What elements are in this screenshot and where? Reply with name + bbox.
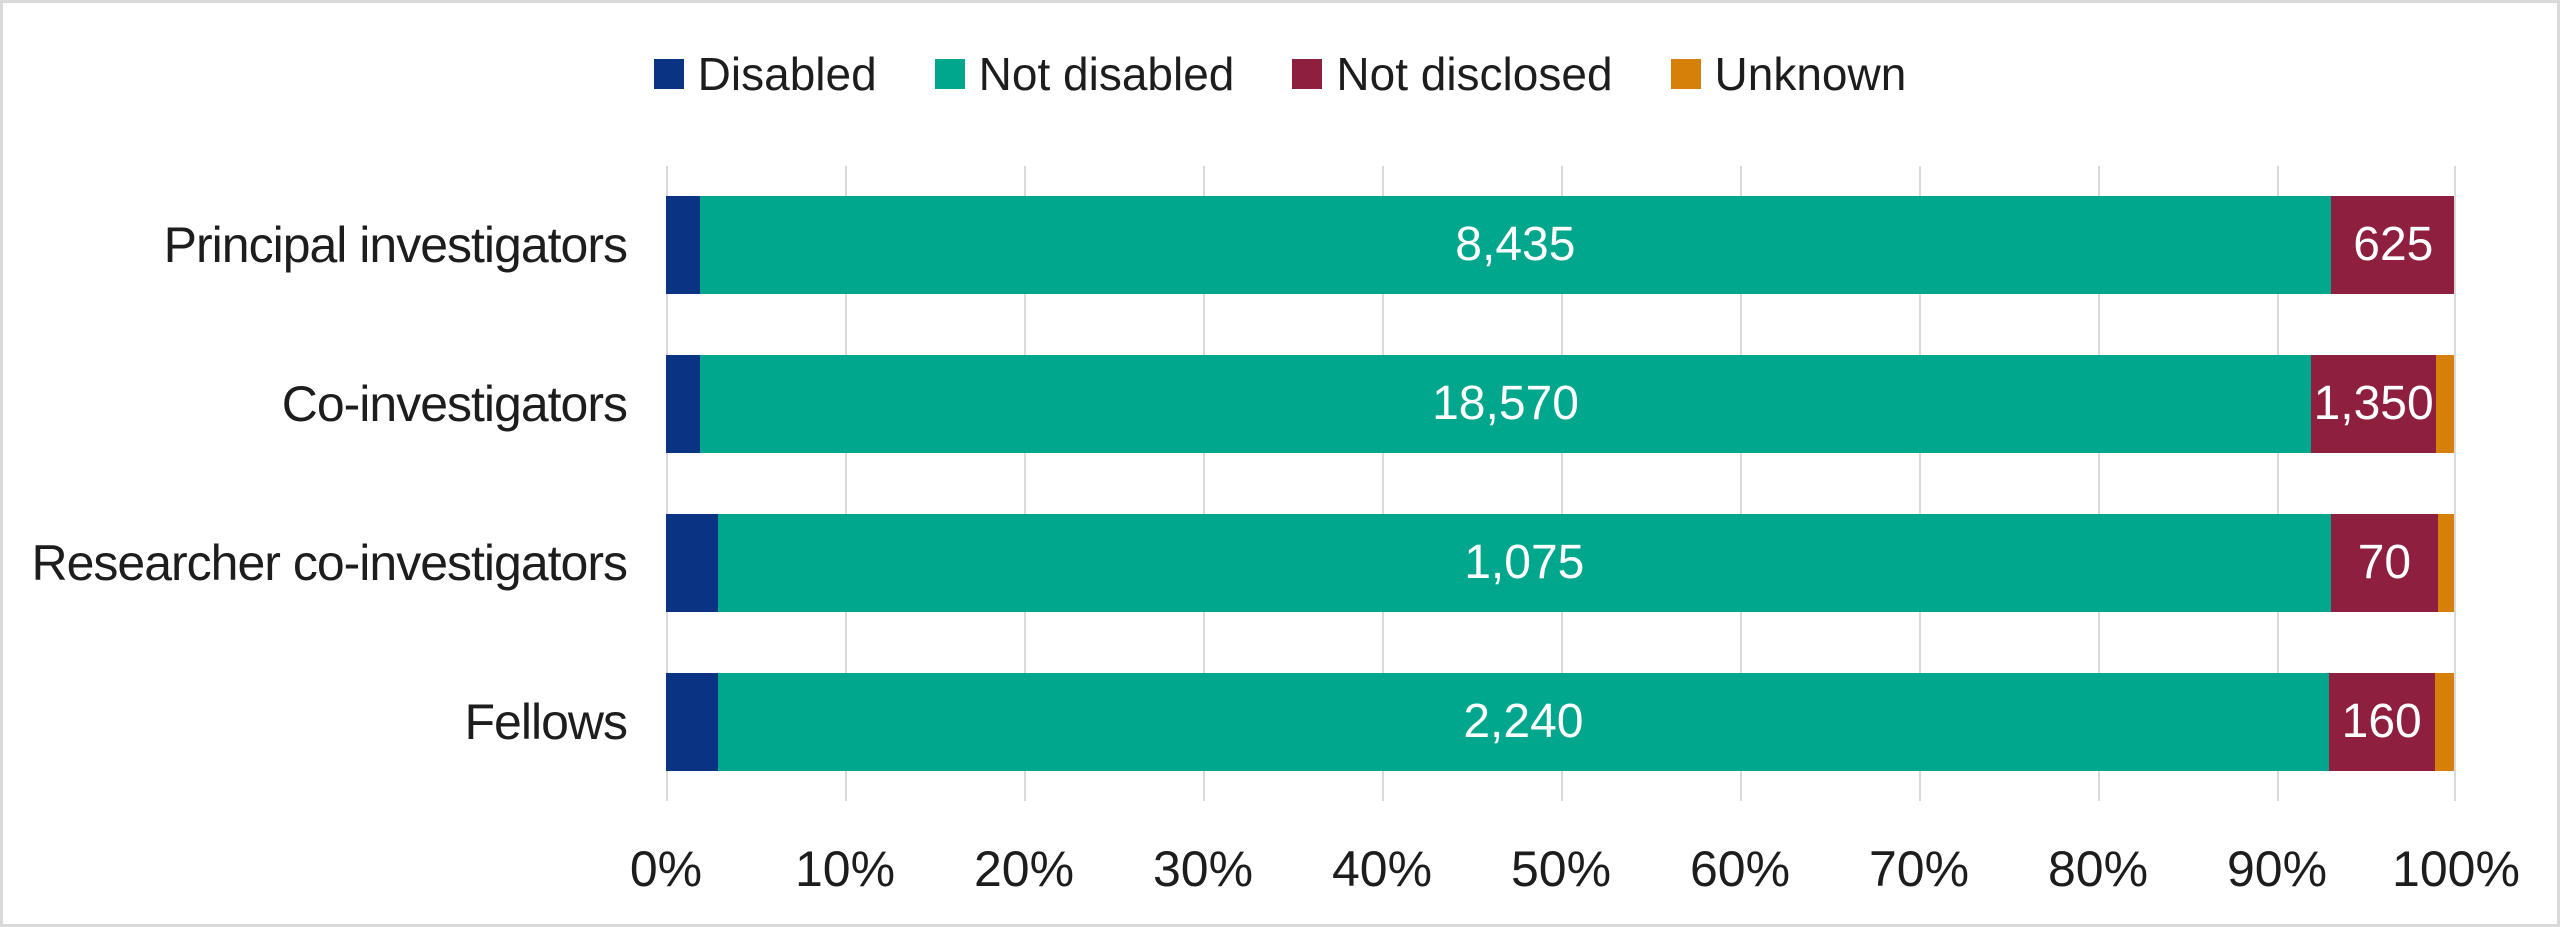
legend-swatch-not-disclosed-icon <box>1292 59 1323 89</box>
x-tick-0: 0% <box>629 841 703 897</box>
data-label-not-disabled: 2,240 <box>1463 694 1584 748</box>
legend-label-not-disabled: Not disabled <box>978 48 1235 100</box>
bar-segment-unknown <box>2438 513 2456 612</box>
x-tick-100: 100% <box>2392 841 2520 897</box>
data-label-not-disclosed: 625 <box>2353 218 2434 272</box>
data-label-not-disabled: 8,435 <box>1455 218 1576 272</box>
x-tick-10: 10% <box>794 841 896 897</box>
x-tick-70: 70% <box>1868 841 1970 897</box>
bar-segment-not-disclosed: 70 <box>2330 513 2439 612</box>
bar-segment-not-disabled: 8,435 <box>700 196 2331 295</box>
category-label-fellows: Fellows <box>464 693 628 750</box>
bar-segment-unknown <box>2436 355 2456 454</box>
x-tick-80: 80% <box>2047 841 2149 897</box>
legend-swatch-not-disabled-icon <box>934 59 965 89</box>
data-label-not-disclosed: 160 <box>2341 694 2422 748</box>
category-label-co-investigators: Co-investigators <box>281 376 628 433</box>
x-tick-50: 50% <box>1510 841 1612 897</box>
chart-legend: Disabled Not disabled Not disclosed Unkn… <box>3 47 2557 101</box>
bar-segment-disabled <box>666 196 700 295</box>
legend-swatch-unknown-icon <box>1670 59 1701 89</box>
x-tick-60: 60% <box>1689 841 1791 897</box>
x-tick-20: 20% <box>973 841 1075 897</box>
x-tick-40: 40% <box>1331 841 1433 897</box>
bar-segment-not-disclosed: 1,350 <box>2311 355 2437 454</box>
data-label-not-disclosed: 70 <box>2357 535 2412 589</box>
legend-item-not-disclosed: Not disclosed <box>1292 48 1613 100</box>
x-tick-30: 30% <box>1152 841 1254 897</box>
bar-segment-not-disclosed: 625 <box>2330 196 2456 295</box>
bar-row-fellows: 2,240 160 <box>666 642 2456 801</box>
bar-row-principal-investigators: 8,435 625 <box>666 166 2456 325</box>
category-label-principal-investigators: Principal investigators <box>163 217 628 274</box>
bar-row-researcher-co-investigators: 1,075 70 <box>666 484 2456 643</box>
bar-row-co-investigators: 18,570 1,350 <box>666 325 2456 484</box>
legend-label-not-disclosed: Not disclosed <box>1336 48 1613 100</box>
bar-segment-not-disabled: 18,570 <box>700 355 2311 454</box>
bar-segment-not-disabled: 1,075 <box>717 513 2331 612</box>
legend-label-unknown: Unknown <box>1714 48 1907 100</box>
x-tick-90: 90% <box>2226 841 2328 897</box>
bar-segment-disabled <box>666 513 718 612</box>
data-label-not-disabled: 1,075 <box>1464 535 1585 589</box>
data-label-not-disabled: 18,570 <box>1432 377 1579 431</box>
bar-segment-not-disabled: 2,240 <box>717 672 2329 771</box>
y-axis-category-labels: Principal investigators Co-investigators… <box>3 166 635 801</box>
legend-swatch-disabled-icon <box>653 59 684 89</box>
plot-area: 8,435 625 18,570 1,350 <box>666 166 2456 801</box>
bar-segment-unknown <box>2434 672 2456 771</box>
bar-segment-not-disclosed: 160 <box>2328 672 2435 771</box>
category-label-researcher-co-investigators: Researcher co-investigators <box>31 534 629 591</box>
legend-item-not-disabled: Not disabled <box>934 48 1235 100</box>
legend-item-unknown: Unknown <box>1670 48 1907 100</box>
x-axis: 0% 10% 20% 30% 40% 50% 60% 70% 80% 90% 1… <box>630 839 2520 899</box>
legend-item-disabled: Disabled <box>653 48 877 100</box>
bar-segment-disabled <box>666 672 718 771</box>
legend-label-disabled: Disabled <box>697 48 877 100</box>
bar-segment-disabled <box>666 355 700 454</box>
data-label-not-disclosed: 1,350 <box>2313 377 2434 431</box>
